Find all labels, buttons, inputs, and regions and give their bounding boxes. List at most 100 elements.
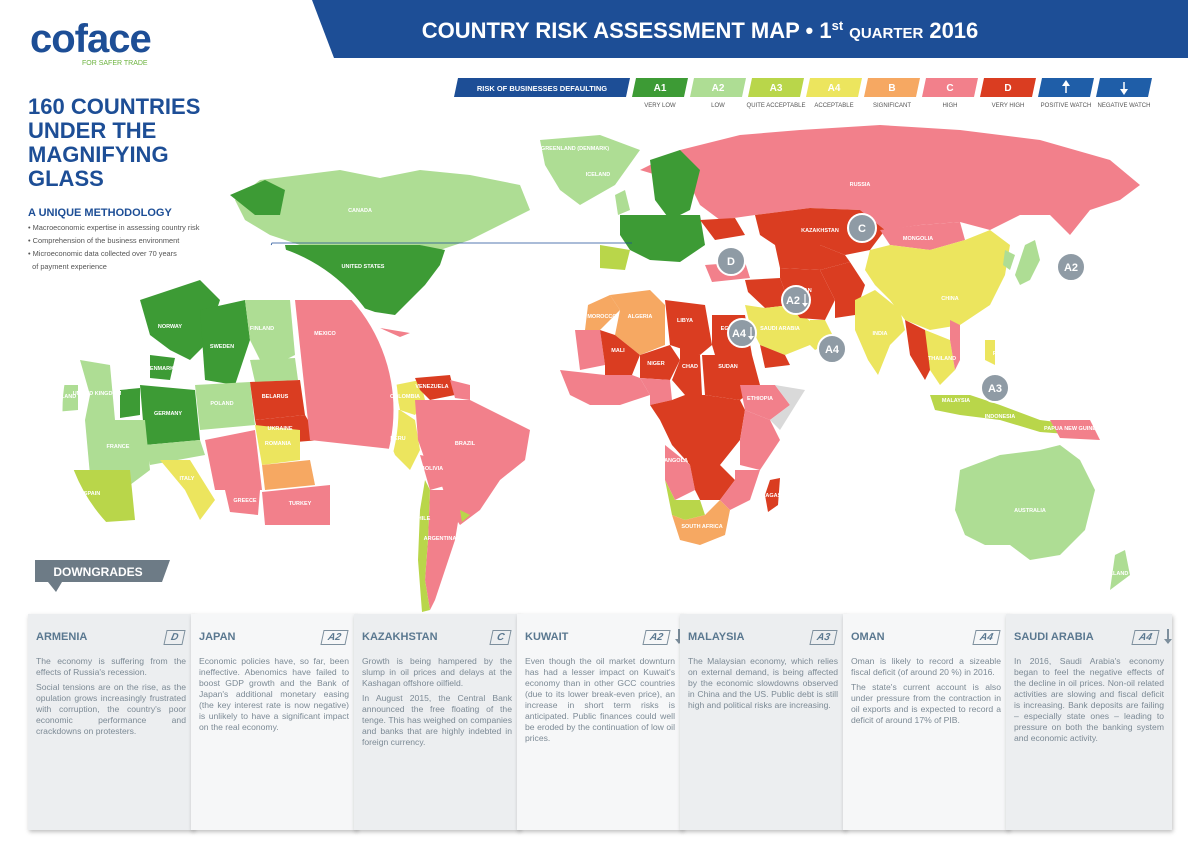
country-label: THAILAND (928, 356, 956, 362)
card-text: Oman is likely to record a sizeable fisc… (851, 656, 1001, 677)
country-label: BOLIVIA (421, 466, 443, 472)
legend-code: B (888, 83, 895, 94)
legend-label-box (454, 78, 630, 97)
country-label: FRENCH POLYNESIA (1132, 542, 1188, 548)
country-label: MOROCCO (587, 314, 617, 320)
card-watch-arrow (675, 629, 683, 644)
country-label: ETHIOPIA (747, 396, 773, 402)
legend-caption: LOW (711, 103, 725, 109)
legend-label: RISK OF BUSINESSES DEFAULTING (477, 84, 607, 93)
watch-arrow-head (1062, 80, 1070, 86)
downgrade-card: OMAN A4 Oman is likely to record a sizeabl… (843, 614, 1009, 830)
country-label: UNITED STATES (342, 264, 385, 270)
country-label: COLOMBIA (390, 394, 420, 400)
card-text: The state's current account is also unde… (851, 682, 1001, 725)
country-label: ANGOLA (664, 458, 688, 464)
bullet: • Macroeconomic expertise in assessing c… (28, 223, 200, 232)
card-text: Growth is being hampered by the slump in… (362, 656, 512, 688)
card-text: The Malaysian economy, which relies on e… (688, 656, 838, 710)
country-label: CHAD (682, 364, 698, 370)
country-label: NIGER (647, 361, 664, 367)
legend-caption: NEGATIVE WATCH (1098, 103, 1151, 109)
watch-arrow-head (1120, 89, 1128, 95)
subheading: A UNIQUE METHODOLOGY (28, 207, 172, 219)
country-label: ARGENTINA (424, 536, 457, 542)
rating-bubble (727, 318, 757, 348)
card-country: MALAYSIA (688, 631, 745, 643)
rating-bubble-label: A2 (786, 295, 800, 307)
legend-swatch (980, 78, 1036, 97)
rating-bubble-label: A4 (732, 328, 747, 340)
tagline: FOR SAFER TRADE (82, 60, 148, 67)
legend-code: A4 (828, 83, 841, 94)
card-rating: A2 (320, 630, 349, 645)
card-rating: A3 (809, 630, 838, 645)
card-rating: D (163, 630, 186, 645)
country-label: PHILIPPINES (993, 351, 1028, 357)
country-label: MALI (611, 348, 625, 354)
card-rating: C (489, 630, 512, 645)
country-label: ICELAND (586, 172, 610, 178)
downgrades-tab (35, 560, 170, 592)
rating-bubble-label: D (727, 256, 735, 268)
title-year: 2016 (929, 18, 978, 43)
legend-caption: SIGNIFICANT (873, 103, 911, 109)
legend-caption: VERY LOW (644, 103, 676, 109)
bullet: • Comprehension of the business environm… (28, 236, 180, 245)
country-label: GERMANY (154, 411, 182, 417)
legend-caption: QUITE ACCEPTABLE (747, 103, 806, 109)
card-country: SAUDI ARABIA (1014, 631, 1094, 643)
legend-swatch (864, 78, 920, 97)
magnifier (57, 239, 399, 581)
country-label: RUSSIA (850, 182, 871, 188)
country-label: KAZAKHSTAN (801, 228, 839, 234)
intro: 160 COUNTRIES UNDER THE MAGNIFYING GLASS A U… (28, 95, 258, 272)
country-label: CHINA (941, 296, 958, 302)
bullet: • Microeconomic data collected over 70 y… (28, 249, 177, 258)
card-country: KUWAIT (525, 631, 569, 643)
headline-line: GLASS (28, 166, 104, 191)
country-label: BELARUS (262, 394, 289, 400)
country-label: ITALY (180, 476, 195, 482)
card-text: Social tensions are on the rise, as the … (36, 682, 186, 736)
legend-code: C (946, 83, 953, 94)
card-text: Economic policies have, so far, been ine… (199, 656, 349, 732)
legend-code: D (1004, 83, 1011, 94)
downgrade-card: SAUDI ARABIA A4 In 2016, Saudi Arabia's ec… (1006, 614, 1172, 830)
country-label: LIBYA (677, 318, 693, 324)
country-label: CUBA (382, 324, 398, 330)
rating-bubble-label: C (858, 223, 866, 235)
bullet: of payment experience (28, 262, 107, 271)
country-label: UNITED KINGDOM (73, 391, 122, 397)
rating-bubble (817, 334, 847, 364)
legend-swatch (806, 78, 862, 97)
card-rating: A2 (642, 630, 671, 645)
country-label: ROMANIA (265, 441, 291, 447)
header-bar (312, 0, 1188, 58)
country-label: INDONESIA (985, 414, 1016, 420)
rating-bubble-label: A3 (988, 383, 1002, 395)
legend-caption: ACCEPTABLE (814, 103, 853, 109)
legend-caption: POSITIVE WATCH (1041, 103, 1092, 109)
rating-bubble-label: A4 (825, 344, 840, 356)
card-country: KAZAKHSTAN (362, 631, 438, 643)
downgrades-title: DOWNGRADES (53, 565, 142, 579)
country-label: SAUDI ARABIA (760, 326, 800, 332)
country-label: SUDAN (718, 364, 738, 370)
card-text: The economy is suffering from the effect… (36, 656, 186, 677)
legend-caption: HIGH (943, 103, 958, 109)
card-country: OMAN (851, 631, 885, 643)
rating-bubble (1056, 252, 1086, 282)
country-label: TURKEY (289, 501, 312, 507)
card-rating: A4 (972, 630, 1001, 645)
card-country: ARMENIA (36, 631, 88, 643)
country-label: DENMARK (146, 366, 174, 372)
legend-swatch (632, 78, 688, 97)
country-label: JAPAN (1039, 266, 1057, 272)
country-label: INDIA (873, 331, 888, 337)
watch-arrow-head (748, 336, 754, 340)
downgrade-card: MALAYSIA A3 The Malaysian economy, which r… (680, 614, 846, 830)
country-label: SOUTH AFRICA (681, 524, 722, 530)
card-text: In August 2015, the Central Bank announc… (362, 693, 512, 747)
